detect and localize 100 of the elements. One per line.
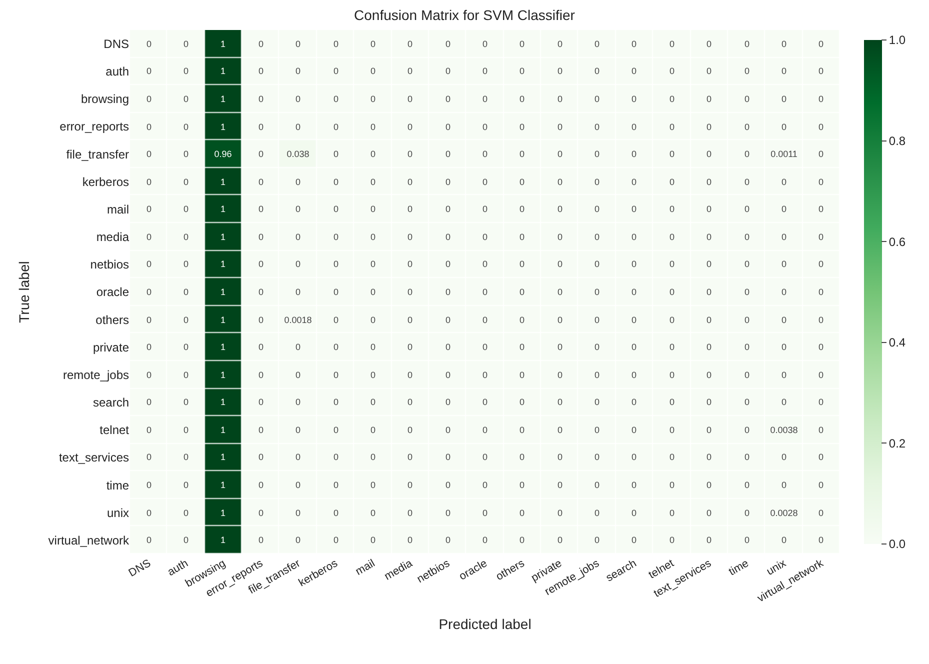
y-tick-label: media: [96, 230, 130, 244]
data-label: 0: [781, 122, 787, 132]
data-label: 0: [594, 287, 600, 298]
data-label: 0: [706, 149, 712, 160]
data-label: 0: [631, 452, 637, 462]
data-label: 0: [445, 397, 451, 408]
data-label: 0: [146, 452, 152, 462]
y-tick-label: DNS: [104, 36, 129, 51]
data-label: 1: [220, 94, 226, 104]
data-label: 0: [445, 94, 451, 104]
data-label: 1: [220, 452, 226, 462]
data-label: 0: [258, 452, 264, 462]
data-label: 0: [519, 287, 525, 298]
data-label: 0: [669, 508, 675, 518]
data-label: 0: [631, 397, 637, 408]
data-label: 0: [482, 177, 488, 188]
x-tick-label: oracle: [457, 557, 490, 583]
data-label: 0: [594, 177, 600, 188]
data-label: 0: [295, 452, 301, 462]
data-label: 0: [482, 342, 488, 352]
data-label: 0: [445, 259, 451, 270]
data-label: 0: [706, 425, 712, 436]
data-label: 0: [183, 177, 189, 188]
data-label: 1: [220, 232, 226, 242]
data-label: 0: [519, 452, 525, 462]
data-label: 0: [258, 39, 264, 50]
data-label: 0: [706, 66, 712, 76]
data-label: 0: [519, 259, 525, 270]
data-label: 0: [706, 232, 712, 242]
data-label: 0: [818, 39, 824, 50]
data-label: 0: [744, 342, 750, 352]
data-label: 0: [594, 66, 600, 76]
data-label: 0: [295, 94, 301, 104]
data-label: 0: [631, 66, 637, 76]
data-label: 0: [519, 315, 525, 326]
data-label: 0: [370, 452, 376, 462]
data-label: 0: [445, 535, 451, 546]
data-label: 0: [669, 177, 675, 188]
data-label: 0: [146, 232, 152, 242]
data-label: 0: [407, 535, 413, 546]
data-label: 1: [220, 508, 226, 518]
data-label: 0: [295, 397, 301, 408]
data-label: 0: [594, 508, 600, 518]
data-label: 0: [594, 370, 600, 380]
data-label: 0: [706, 342, 712, 352]
data-label: 0: [445, 66, 451, 76]
data-label: 0: [370, 315, 376, 326]
data-label: 0: [146, 315, 152, 326]
data-label: 0: [669, 370, 675, 380]
y-tick-label: search: [92, 396, 129, 410]
data-label: 0: [407, 342, 413, 352]
data-label: 0: [781, 535, 787, 546]
data-label: 0: [183, 342, 189, 352]
data-label: 0: [519, 397, 525, 408]
data-label: 0: [258, 94, 264, 104]
data-label: 0: [631, 425, 637, 436]
data-label: 0: [333, 259, 339, 270]
data-label: 0: [594, 342, 600, 352]
data-label: 0: [706, 259, 712, 270]
data-label: 0: [482, 66, 488, 76]
data-label: 0: [706, 204, 712, 214]
data-label: 0: [333, 370, 339, 380]
data-label: 0: [519, 480, 525, 490]
x-tick-label: others: [494, 557, 528, 584]
data-label: 0: [407, 287, 413, 298]
data-label: 0: [557, 425, 563, 436]
data-label: 0: [370, 94, 376, 104]
data-label: 0: [146, 397, 152, 408]
data-label: 0: [818, 66, 824, 76]
data-label: 0: [333, 177, 339, 188]
data-label: 0: [445, 149, 451, 160]
data-label: 0: [781, 370, 787, 380]
data-label: 0: [445, 122, 451, 132]
data-label: 0: [482, 480, 488, 490]
data-label: 0: [557, 287, 563, 298]
data-label: 0: [519, 535, 525, 546]
data-label: 0: [818, 397, 824, 408]
data-label: 0: [744, 315, 750, 326]
data-label: 0: [482, 39, 488, 50]
data-label: 0: [146, 287, 152, 298]
data-label: 0: [557, 177, 563, 188]
data-label: 0: [482, 287, 488, 298]
data-label: 0: [744, 122, 750, 132]
data-label: 0: [183, 452, 189, 462]
data-label: 1: [220, 397, 226, 408]
data-label: 1: [220, 259, 226, 270]
data-label: 0: [258, 315, 264, 326]
data-label: 0: [557, 342, 563, 352]
data-label: 0: [744, 508, 750, 518]
data-label: 0: [370, 149, 376, 160]
data-label: 0: [706, 39, 712, 50]
data-label: 0: [744, 370, 750, 380]
data-label: 0: [445, 370, 451, 380]
data-label: 0: [557, 204, 563, 214]
color-bar-label: 0.4: [888, 336, 906, 350]
data-label: 0: [669, 66, 675, 76]
data-label: 0: [445, 177, 451, 188]
data-label: 0: [594, 535, 600, 546]
data-label: 0: [295, 177, 301, 188]
data-label: 0: [557, 94, 563, 104]
